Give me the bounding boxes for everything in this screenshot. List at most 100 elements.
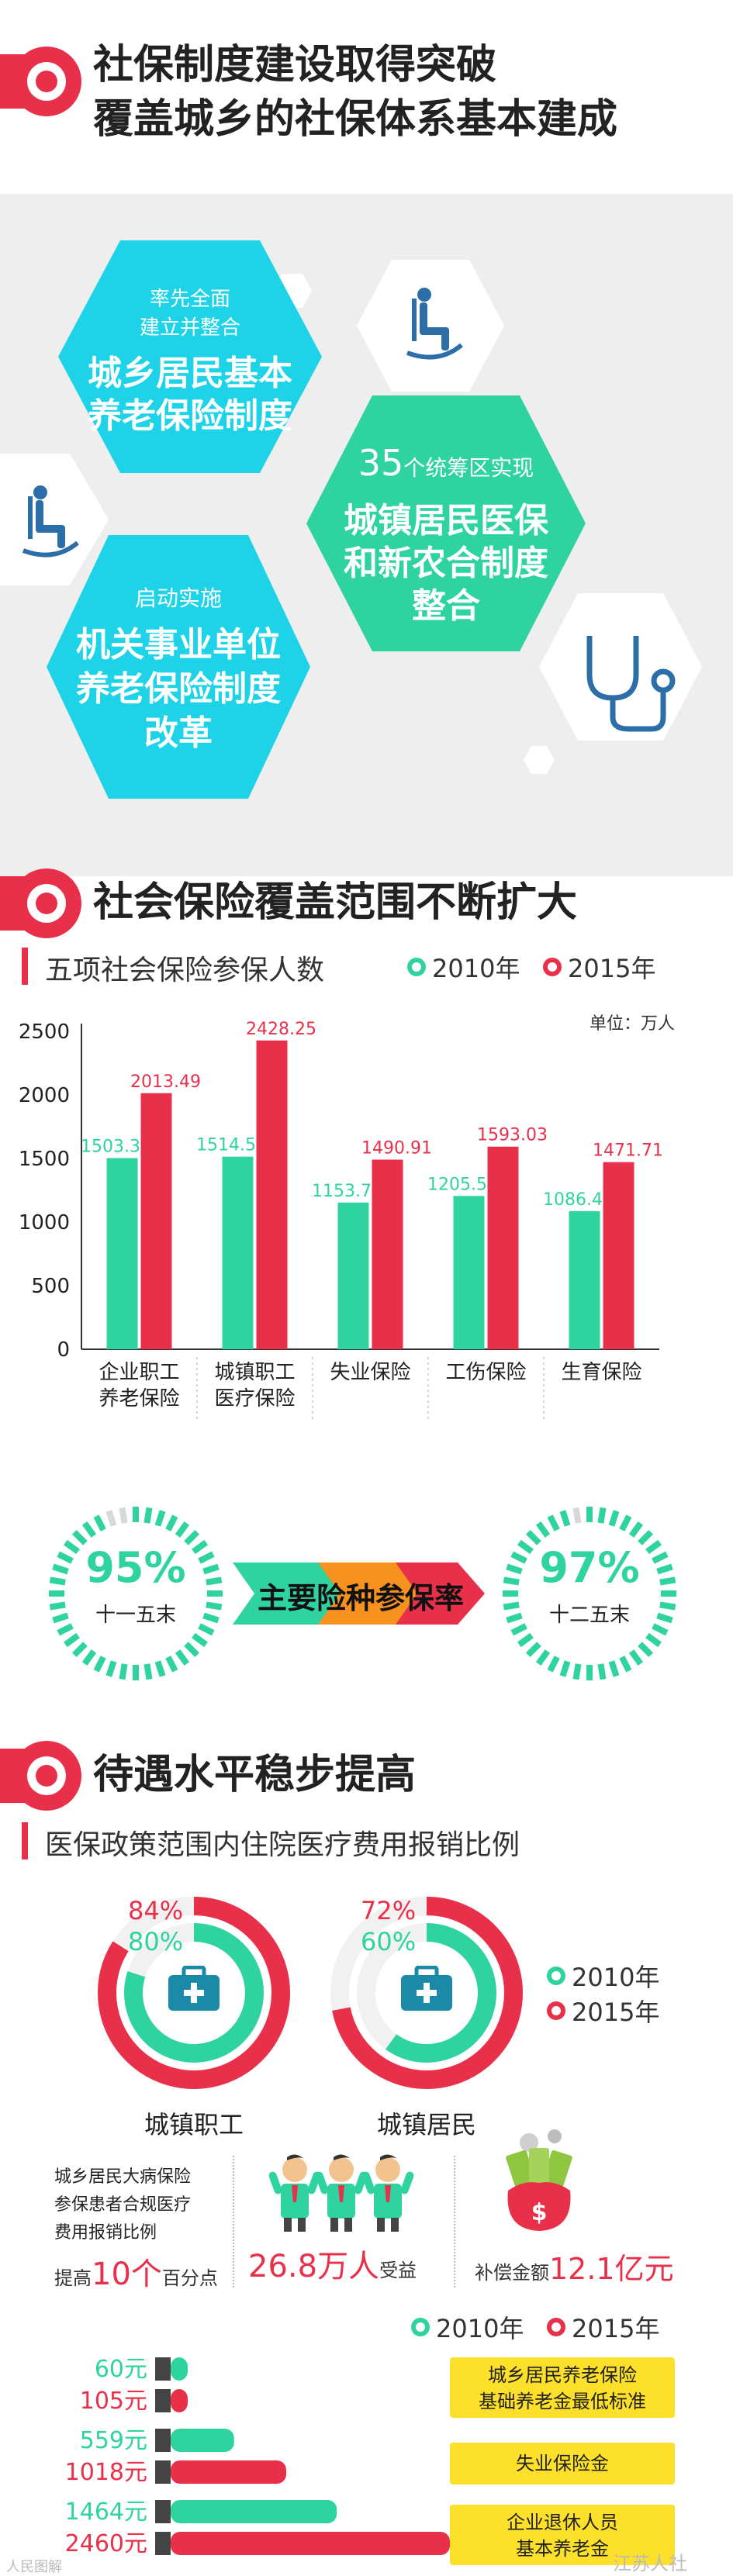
gauge-tick [154,1510,166,1527]
bar-value-label: 2013.49 [130,1072,201,1092]
category-label: 工伤保险 [445,1361,526,1384]
section1-header-bg [0,23,733,140]
stat3-summary: 补偿金额12.1亿元 [475,2245,674,2288]
hex2-big3: 整合 [412,586,480,626]
gauge-tick [659,1576,676,1586]
people-icon [268,2154,414,2232]
hex2-big1: 城镇居民医保 [344,501,548,540]
gauge-tick [517,1632,534,1648]
gauge-tick [93,1514,106,1531]
hbar-cap [155,2460,171,2484]
gauge-tick [119,1507,128,1524]
y-tick-label: 500 [31,1275,70,1298]
donut-urban-employees [98,1897,290,2089]
hbar-cap [155,2429,171,2452]
medical-kit-icon [168,1966,220,2011]
gauge-tick [638,1529,654,1545]
bar-value-label: 1490.91 [361,1138,432,1158]
gauge-tick [503,1601,520,1611]
stat1-line2: 参保患者合规医疗 [54,2195,192,2215]
bar-2015 [487,1146,519,1349]
bar-value-label: 1514.56 [196,1136,267,1155]
gauge-tick [184,1642,200,1658]
category-label: 养老保险 [99,1387,179,1411]
gauge-tick [93,1656,106,1673]
section1-marker [0,47,81,116]
y-tick-label: 0 [57,1338,70,1362]
hbar-legend-2010-marker [411,2318,430,2336]
hbar-label: 2460元 [65,2530,147,2557]
gauge-tick [154,1660,166,1677]
hbar-legend-2015: 2015年 [547,2309,659,2345]
gauge-tick [57,1623,74,1636]
subtitle-accent-bar [22,948,28,985]
y-tick-label: 1000 [19,1211,70,1234]
gauge-tick [52,1563,69,1575]
hex1-big2: 养老保险制度 [88,396,292,436]
tag-enterprise-pension: 企业退休人员 基本养老金 [450,2505,675,2565]
gauge-tick [57,1551,74,1564]
hbar-label: 60元 [95,2356,147,2383]
hbar-legend-2015-marker [547,2318,565,2336]
bar-2015 [603,1162,634,1349]
gauge-tick [119,1663,128,1680]
gauge-tick [198,1623,215,1636]
hex3-small: 启动实施 [134,585,222,611]
bar-2010 [337,1202,369,1349]
hexagon-institution-reform [47,535,310,799]
divider [454,2156,455,2288]
legend-2010: 2010年 [407,949,520,985]
gauge-tick [597,1507,607,1524]
arrow-graphic [233,1563,485,1625]
bar-2010 [106,1158,138,1349]
gauge-tick [143,1663,153,1680]
hbar [171,2357,188,2381]
gauge-tick [105,1660,117,1677]
category-label: 失业保险 [330,1361,410,1384]
gauge-tick [645,1632,662,1648]
gauge-tick [628,1521,644,1538]
gauge-tick [49,1576,66,1586]
gauge-left-label: 十一五末 [95,1604,176,1627]
gauge-tick [64,1632,80,1648]
watermark-left: 人民图解 [6,2559,62,2575]
hex2-small: 个统筹区实现 [403,455,534,481]
section1-title-line2: 覆盖城乡的社保体系基本建成 [93,96,618,143]
donut-2010-arc [124,1923,264,2063]
hex1-small1: 率先全面 [149,288,230,311]
stat3-prefix: 补偿金额 [475,2262,549,2284]
hbar [171,2429,234,2452]
donut-legend-2015-label: 2015年 [572,1998,660,2027]
gauge-tick [206,1601,223,1611]
tag1-line2: 基础养老金最低标准 [479,2391,646,2412]
gauge-tick [202,1612,220,1624]
gauge-tick [206,1576,223,1586]
gauge-tick [143,1507,153,1524]
stat3-number: 12.1亿元 [549,2252,674,2286]
y-tick-label: 2000 [19,1084,70,1107]
section2-title: 社会保险覆盖范围不断扩大 [93,879,578,926]
hbar-cap [155,2500,171,2523]
tag-rural-pension: 城乡居民养老保险 基础养老金最低标准 [450,2357,675,2418]
hbar-legend-2010-label: 2010年 [436,2314,524,2343]
donut-left-label: 城镇职工 [143,2110,244,2139]
tag1-line1: 城乡居民养老保险 [488,2364,637,2386]
gauge-tick [184,1529,200,1545]
hex1-small2: 建立并整合 [139,316,240,340]
hexagon-medical-integration [306,395,586,651]
bar-value-label: 1593.03 [477,1126,548,1145]
category-label: 生育保险 [561,1361,641,1384]
bar-2010 [453,1196,485,1349]
gauge-tick [49,1601,66,1611]
gauge-tick [165,1656,178,1673]
gauge-tick [510,1623,527,1636]
gauge-tick [105,1510,117,1527]
section3-subtitle: 医保政策范围内住院医疗费用报销比例 [45,1829,520,1861]
svg-text:$: $ [531,2199,548,2226]
gauge-tick [52,1612,69,1624]
bar-chart: 2500 2000 1500 1000 500 0 1503.36 2013.49 企业职工养老… [19,1020,663,1419]
legend-2015-label: 2015年 [568,954,656,983]
gauge-tick [597,1663,607,1680]
hbar-cap [155,2357,171,2381]
gauge-tick [645,1539,662,1555]
